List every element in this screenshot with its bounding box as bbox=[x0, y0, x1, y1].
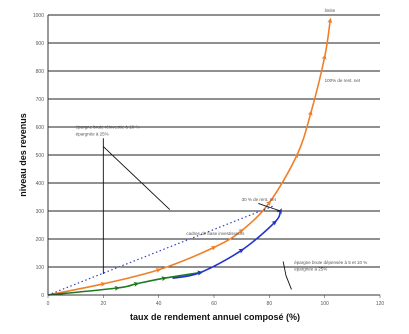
y-tick-label: 600 bbox=[36, 125, 45, 131]
y-tick-label: 100 bbox=[36, 265, 45, 271]
y-tick-label: 500 bbox=[36, 153, 45, 159]
x-tick-label: 40 bbox=[156, 301, 162, 307]
arrow-marker bbox=[238, 248, 245, 254]
y-tick-label: 1000 bbox=[33, 13, 44, 19]
annotation-label: épargne brute réinvestie à 10 % bbox=[76, 124, 140, 129]
arrow-marker bbox=[197, 270, 204, 276]
arrow-marker bbox=[271, 220, 278, 226]
x-axis-title: taux de rendement annuel composé (%) bbox=[130, 312, 300, 322]
annotation-label: limite bbox=[325, 8, 336, 13]
series-line-4 bbox=[47, 204, 276, 296]
annotation-pointers bbox=[102, 138, 292, 290]
pointer-line bbox=[285, 275, 292, 290]
gridlines bbox=[48, 14, 380, 268]
series-line-2 bbox=[47, 271, 201, 296]
x-tick-label: 0 bbox=[47, 301, 50, 307]
annotation-label: cadres de base investisseurs bbox=[186, 231, 245, 236]
y-tick-label: 0 bbox=[41, 293, 44, 299]
annotation-label: épargne brute dépensée à 5 et 10 % bbox=[294, 260, 367, 265]
arrow-marker bbox=[277, 208, 282, 215]
series-lines bbox=[47, 20, 331, 296]
x-tick-label: 80 bbox=[267, 301, 273, 307]
arrow-marker bbox=[155, 267, 162, 273]
x-tick-label: 120 bbox=[376, 301, 385, 307]
arrow-marker bbox=[265, 200, 272, 207]
y-tick-label: 800 bbox=[36, 69, 45, 75]
arrow-markers bbox=[100, 17, 333, 291]
arrow-marker bbox=[210, 246, 217, 251]
annotation-label: 100% de rent. net bbox=[325, 78, 361, 83]
annotation-label: 30 % de rent. net bbox=[242, 197, 277, 202]
pointer-line bbox=[282, 261, 287, 276]
y-tick-label: 400 bbox=[36, 181, 45, 187]
x-tick-labels: 0 20 40 60 80 100 120 bbox=[47, 295, 385, 307]
arrow-marker bbox=[307, 110, 313, 117]
pointer-line bbox=[258, 203, 281, 212]
arrow-marker bbox=[321, 54, 327, 61]
pointer-line bbox=[103, 146, 171, 210]
y-tick-label: 900 bbox=[36, 41, 45, 47]
series-line-1 bbox=[47, 20, 331, 296]
series-line-3 bbox=[172, 210, 282, 279]
annotation-label: épargnée à 25% bbox=[294, 266, 327, 271]
arrow-marker bbox=[327, 17, 333, 24]
x-tick-label: 100 bbox=[320, 301, 329, 307]
arrow-marker bbox=[238, 229, 245, 235]
y-tick-label: 300 bbox=[36, 209, 45, 215]
x-tick-label: 60 bbox=[211, 301, 217, 307]
arrow-marker bbox=[161, 276, 168, 282]
y-tick-label: 200 bbox=[36, 237, 45, 243]
arrow-marker bbox=[293, 152, 299, 159]
arrow-marker bbox=[133, 281, 140, 287]
y-axis-title: niveau des revenus bbox=[18, 113, 28, 197]
arrow-marker bbox=[100, 281, 107, 287]
arrow-marker bbox=[114, 285, 121, 291]
y-tick-labels: 0 100 200 300 400 500 600 700 800 900 1000 bbox=[33, 13, 44, 299]
annotations: limite 100% de rent. net épargne brute réi… bbox=[76, 8, 368, 271]
annotation-label: épargnée à 25% bbox=[76, 131, 109, 136]
x-tick-label: 20 bbox=[101, 301, 107, 307]
y-tick-label: 700 bbox=[36, 97, 45, 103]
